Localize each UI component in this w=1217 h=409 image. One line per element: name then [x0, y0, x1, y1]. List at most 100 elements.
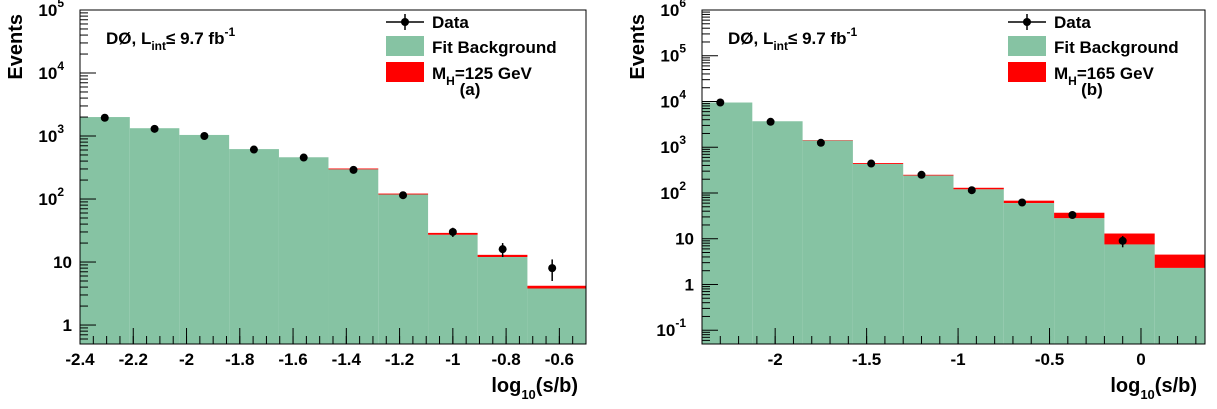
x-tick-label: -2: [768, 350, 783, 369]
signal-bin: [903, 174, 954, 176]
legend-swatch: [386, 36, 424, 56]
background-bin: [80, 117, 130, 345]
data-point: [100, 113, 109, 122]
y-tick-label: 106: [660, 0, 686, 20]
x-tick-label: -1: [445, 350, 460, 369]
background-bin: [1104, 244, 1155, 344]
data-marker: [1068, 211, 1077, 220]
x-tick-label: -0.6: [545, 350, 574, 369]
background-bin: [1003, 203, 1055, 344]
y-tick-label: 10-1: [656, 316, 686, 340]
data-marker: [867, 159, 876, 168]
legend-entry-background: Fit Background: [1008, 36, 1179, 57]
y-tick-label: 102: [38, 185, 64, 209]
data-point: [1118, 235, 1127, 248]
background-bin: [477, 257, 528, 344]
legend-entry-data: Data: [1008, 13, 1091, 32]
background-bin: [129, 128, 180, 344]
legend-swatch: [1008, 36, 1046, 56]
signal-bin: [852, 163, 904, 165]
x-tick-label: -0.5: [1035, 350, 1064, 369]
data-marker: [399, 191, 408, 200]
y-axis-title: Events: [627, 14, 649, 80]
signal-bin: [527, 285, 586, 289]
legend-swatch: [386, 62, 424, 82]
legend-entry-signal: MH=125 GeV: [386, 62, 533, 88]
panel-b: 10-1 1 10 102 103 104 105 106 -2 -1.5 -1 -0.5 0 log10…: [627, 0, 1206, 402]
legend-entry-background: Fit Background: [386, 36, 557, 57]
data-marker: [299, 153, 308, 162]
data-point: [917, 170, 926, 179]
y-tick-label: 10: [53, 253, 72, 272]
y-tick-label: 10: [675, 230, 694, 249]
x-axis: -2.4 -2.2 -2 -1.8 -1.6 -1.4 -1.2 -1 -0.8 -0.6: [65, 328, 587, 369]
data-point: [967, 186, 976, 195]
background-bin: [278, 157, 329, 344]
x-tick-label: -1.5: [852, 350, 881, 369]
legend: Data Fit Background MH=125 GeV: [386, 13, 557, 88]
legend-label: Fit Background: [432, 38, 557, 57]
data-point: [816, 138, 825, 147]
legend-label: Fit Background: [1054, 38, 1179, 57]
y-tick-label: 103: [38, 122, 64, 146]
x-tick-label: -2.4: [65, 350, 95, 369]
x-axis: -2 -1.5 -1 -0.5 0: [701, 328, 1197, 369]
panel-a: 1 10 102 103 104 105 -2.4 -2.2 -2 -1.8 -1.6 -1.4 -1.…: [5, 0, 587, 402]
x-axis-title: log10(s/b): [491, 375, 578, 402]
data-marker: [816, 138, 825, 147]
background-bin: [527, 288, 586, 344]
legend-label: Data: [1054, 13, 1091, 32]
y-axis: 1 10 102 103 104 105: [38, 0, 96, 345]
y-tick-label: 1: [63, 316, 72, 335]
legend-entry-signal: MH=165 GeV: [1008, 62, 1155, 88]
signal-bin: [1003, 200, 1055, 204]
y-tick-label: 104: [660, 87, 686, 111]
background-bin: [752, 121, 803, 344]
data-point: [200, 132, 209, 141]
signal-bin: [1104, 233, 1155, 245]
data-point: [349, 165, 358, 174]
background-bin: [229, 149, 279, 344]
data-marker: [448, 227, 457, 236]
x-tick-label: 0: [1136, 350, 1145, 369]
x-tick-label: -1: [951, 350, 966, 369]
data-point: [448, 227, 457, 237]
data-marker: [766, 117, 775, 126]
x-tick-label: -1.2: [385, 350, 414, 369]
signal-bin: [953, 187, 1004, 190]
x-tick-label: -2: [179, 350, 194, 369]
data-marker: [498, 245, 507, 254]
data-point: [399, 191, 408, 200]
experiment-annotation: DØ, Lint≤ 9.7 fb-1: [106, 25, 235, 53]
data-point: [548, 259, 557, 281]
data-point: [766, 117, 775, 126]
data-marker: [967, 186, 976, 195]
background-bin: [852, 164, 904, 344]
signal-bin: [1054, 212, 1105, 219]
x-tick-label: -1.6: [278, 350, 307, 369]
background-bin: [1154, 267, 1205, 344]
data-point: [1018, 198, 1027, 207]
legend-marker: [1023, 18, 1031, 26]
data-point: [867, 159, 876, 168]
data-marker: [917, 170, 926, 179]
legend-label: MH=125 GeV: [432, 64, 533, 88]
background-bin: [953, 189, 1004, 344]
data-marker: [1118, 236, 1127, 245]
y-tick-label: 105: [660, 42, 686, 66]
legend-marker: [401, 18, 409, 26]
legend-entry-data: Data: [386, 13, 469, 32]
x-tick-label: -0.8: [491, 350, 520, 369]
data-marker: [150, 124, 159, 133]
data-point: [498, 243, 507, 258]
y-tick-label: 1: [685, 275, 694, 294]
plot-frame: [701, 9, 1206, 345]
data-point: [1068, 211, 1077, 220]
panel-label: (a): [460, 80, 481, 99]
y-axis-title: Events: [5, 14, 27, 80]
y-tick-label: 105: [38, 0, 64, 20]
data-point: [299, 153, 308, 162]
data-marker: [100, 113, 109, 122]
x-tick-label: -1.8: [225, 350, 254, 369]
